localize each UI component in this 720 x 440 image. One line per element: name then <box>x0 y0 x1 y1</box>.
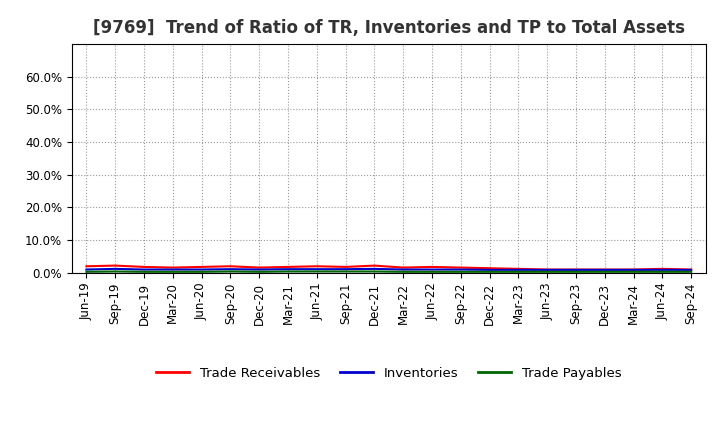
Trade Payables <box>312 269 321 274</box>
Inventories <box>168 267 177 272</box>
Trade Payables <box>629 269 638 275</box>
Trade Payables <box>399 269 408 275</box>
Inventories <box>687 267 696 272</box>
Trade Payables <box>111 269 120 274</box>
Line: Trade Receivables: Trade Receivables <box>86 266 691 270</box>
Trade Payables <box>370 269 379 274</box>
Inventories <box>341 267 350 272</box>
Trade Receivables <box>140 264 148 270</box>
Legend: Trade Receivables, Inventories, Trade Payables: Trade Receivables, Inventories, Trade Pa… <box>151 362 626 385</box>
Trade Payables <box>572 269 580 275</box>
Trade Payables <box>197 269 206 275</box>
Trade Payables <box>82 269 91 275</box>
Inventories <box>514 267 523 272</box>
Trade Receivables <box>197 264 206 270</box>
Trade Payables <box>687 269 696 275</box>
Trade Payables <box>456 269 465 275</box>
Trade Receivables <box>312 264 321 269</box>
Trade Receivables <box>456 265 465 270</box>
Trade Receivables <box>111 263 120 268</box>
Inventories <box>82 267 91 272</box>
Inventories <box>370 266 379 271</box>
Trade Receivables <box>82 264 91 269</box>
Title: [9769]  Trend of Ratio of TR, Inventories and TP to Total Assets: [9769] Trend of Ratio of TR, Inventories… <box>93 19 685 37</box>
Inventories <box>428 267 436 272</box>
Inventories <box>572 267 580 272</box>
Trade Payables <box>226 269 235 274</box>
Trade Payables <box>658 269 667 275</box>
Inventories <box>140 267 148 272</box>
Trade Payables <box>341 269 350 274</box>
Trade Receivables <box>168 265 177 270</box>
Trade Payables <box>140 269 148 275</box>
Inventories <box>284 267 292 272</box>
Trade Payables <box>485 269 494 275</box>
Inventories <box>197 267 206 272</box>
Trade Payables <box>284 269 292 274</box>
Trade Payables <box>255 269 264 275</box>
Trade Receivables <box>514 266 523 271</box>
Trade Receivables <box>687 267 696 272</box>
Trade Receivables <box>226 264 235 269</box>
Trade Receivables <box>370 263 379 268</box>
Trade Receivables <box>255 265 264 270</box>
Inventories <box>399 267 408 272</box>
Trade Receivables <box>428 264 436 270</box>
Trade Receivables <box>600 267 609 272</box>
Inventories <box>485 267 494 272</box>
Trade Payables <box>168 269 177 275</box>
Trade Payables <box>600 269 609 275</box>
Inventories <box>658 267 667 272</box>
Trade Payables <box>543 269 552 275</box>
Inventories <box>456 267 465 272</box>
Inventories <box>600 267 609 272</box>
Trade Receivables <box>543 267 552 272</box>
Inventories <box>255 267 264 272</box>
Trade Receivables <box>485 266 494 271</box>
Trade Receivables <box>399 265 408 270</box>
Trade Receivables <box>284 264 292 270</box>
Inventories <box>543 267 552 272</box>
Trade Receivables <box>572 267 580 272</box>
Inventories <box>312 267 321 272</box>
Inventories <box>226 267 235 272</box>
Trade Receivables <box>658 266 667 271</box>
Trade Receivables <box>341 264 350 270</box>
Inventories <box>629 267 638 272</box>
Trade Receivables <box>629 267 638 272</box>
Trade Payables <box>514 269 523 275</box>
Inventories <box>111 266 120 271</box>
Trade Payables <box>428 269 436 275</box>
Line: Inventories: Inventories <box>86 269 691 270</box>
